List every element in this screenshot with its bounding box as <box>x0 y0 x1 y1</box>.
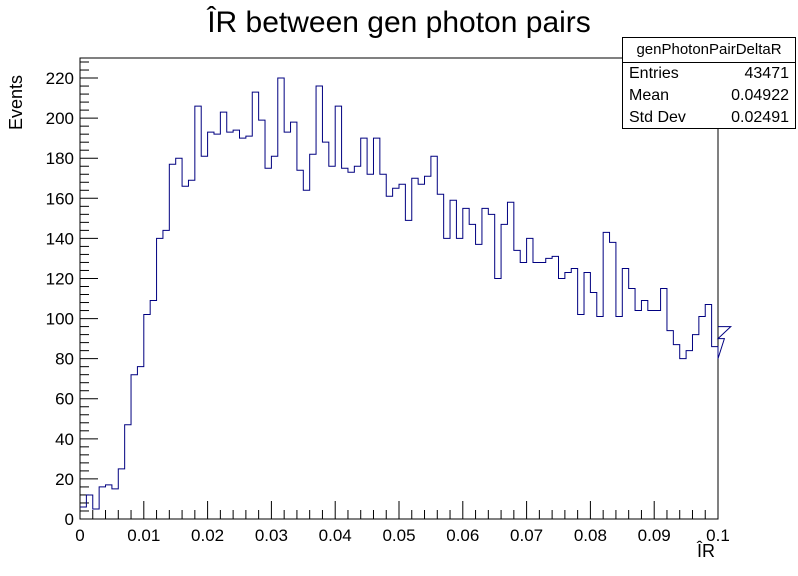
x-tick-label: 0.1 <box>706 526 730 545</box>
x-tick-label: 0.07 <box>510 526 543 545</box>
stats-label: Entries <box>629 65 679 82</box>
y-tick-label: 60 <box>55 390 74 409</box>
stats-box: genPhotonPairDeltaR Entries 43471 Mean 0… <box>622 37 796 129</box>
x-axis-label: ÎR <box>697 541 715 561</box>
stats-value: 0.04922 <box>731 87 789 104</box>
y-tick-label: 200 <box>46 109 74 128</box>
stats-value: 43471 <box>744 65 790 82</box>
x-tick-label: 0 <box>75 526 84 545</box>
stats-box-name: genPhotonPairDeltaR <box>623 38 795 63</box>
y-tick-label: 20 <box>55 470 74 489</box>
y-tick-label: 40 <box>55 430 74 449</box>
y-tick-label: 120 <box>46 269 74 288</box>
stats-row-entries: Entries 43471 <box>623 63 795 85</box>
stats-label: Std Dev <box>629 109 686 126</box>
y-tick-label: 140 <box>46 229 74 248</box>
y-tick-label: 220 <box>46 69 74 88</box>
y-tick-label: 0 <box>65 510 74 529</box>
x-tick-label: 0.09 <box>638 526 671 545</box>
y-tick-label: 160 <box>46 189 74 208</box>
histogram-series <box>80 77 733 510</box>
y-tick-label: 180 <box>46 149 74 168</box>
x-tick-label: 0.08 <box>574 526 607 545</box>
stats-value: 0.02491 <box>731 109 789 126</box>
stats-row-mean: Mean 0.04922 <box>623 85 795 107</box>
x-tick-label: 0.03 <box>255 526 288 545</box>
stats-label: Mean <box>629 87 670 104</box>
x-tick-label: 0.02 <box>191 526 224 545</box>
x-tick-label: 0.01 <box>127 526 160 545</box>
x-tick-label: 0.05 <box>382 526 415 545</box>
y-tick-label: 80 <box>55 350 74 369</box>
y-axis-label: Events <box>6 74 26 130</box>
stats-row-stddev: Std Dev 0.02491 <box>623 107 795 129</box>
y-tick-label: 100 <box>46 310 74 329</box>
x-tick-label: 0.04 <box>319 526 352 545</box>
x-tick-label: 0.06 <box>446 526 479 545</box>
chart-title: ÎR between gen photon pairs <box>207 6 591 39</box>
